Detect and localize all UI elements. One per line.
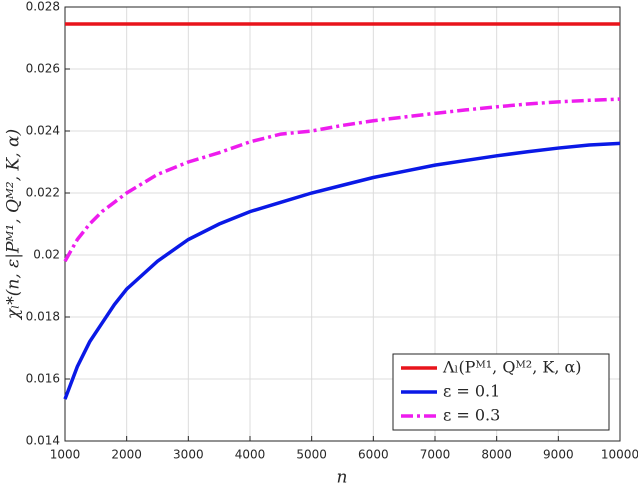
x-tick-label: 8000 [481,448,512,462]
x-tick-label: 2000 [111,448,142,462]
series-line [63,141,621,400]
x-tick-label: 5000 [296,448,327,462]
y-tick-label: 0.022 [26,186,60,200]
legend-label: Λₗ(Pᴹ¹, Qᴹ², K, α) [442,358,582,377]
y-tick-label: 0.024 [26,124,60,138]
y-axis-label: χₗ*(n, ε|Pᴹ¹, Qᴹ², K, α) [4,129,24,320]
y-tick-label: 0.014 [26,434,60,448]
x-tick-label: 10000 [601,448,638,462]
series-line [63,97,621,263]
y-tick-label: 0.018 [26,310,60,324]
y-tick-label: 0.026 [26,62,60,76]
x-tick-label: 9000 [543,448,574,462]
y-tick-label: 0.016 [26,372,60,386]
x-tick-label: 1000 [50,448,81,462]
y-tick-label: 0.02 [33,248,60,262]
x-tick-label: 7000 [420,448,451,462]
x-tick-label: 4000 [235,448,266,462]
x-axis-label: n [337,468,348,488]
x-tick-label: 3000 [173,448,204,462]
plot-frame [64,6,621,442]
legend-label: ε = 0.3 [443,406,500,425]
legend-label: ε = 0.1 [443,382,500,401]
x-tick-label: 6000 [358,448,389,462]
y-tick-label: 0.028 [26,0,60,14]
